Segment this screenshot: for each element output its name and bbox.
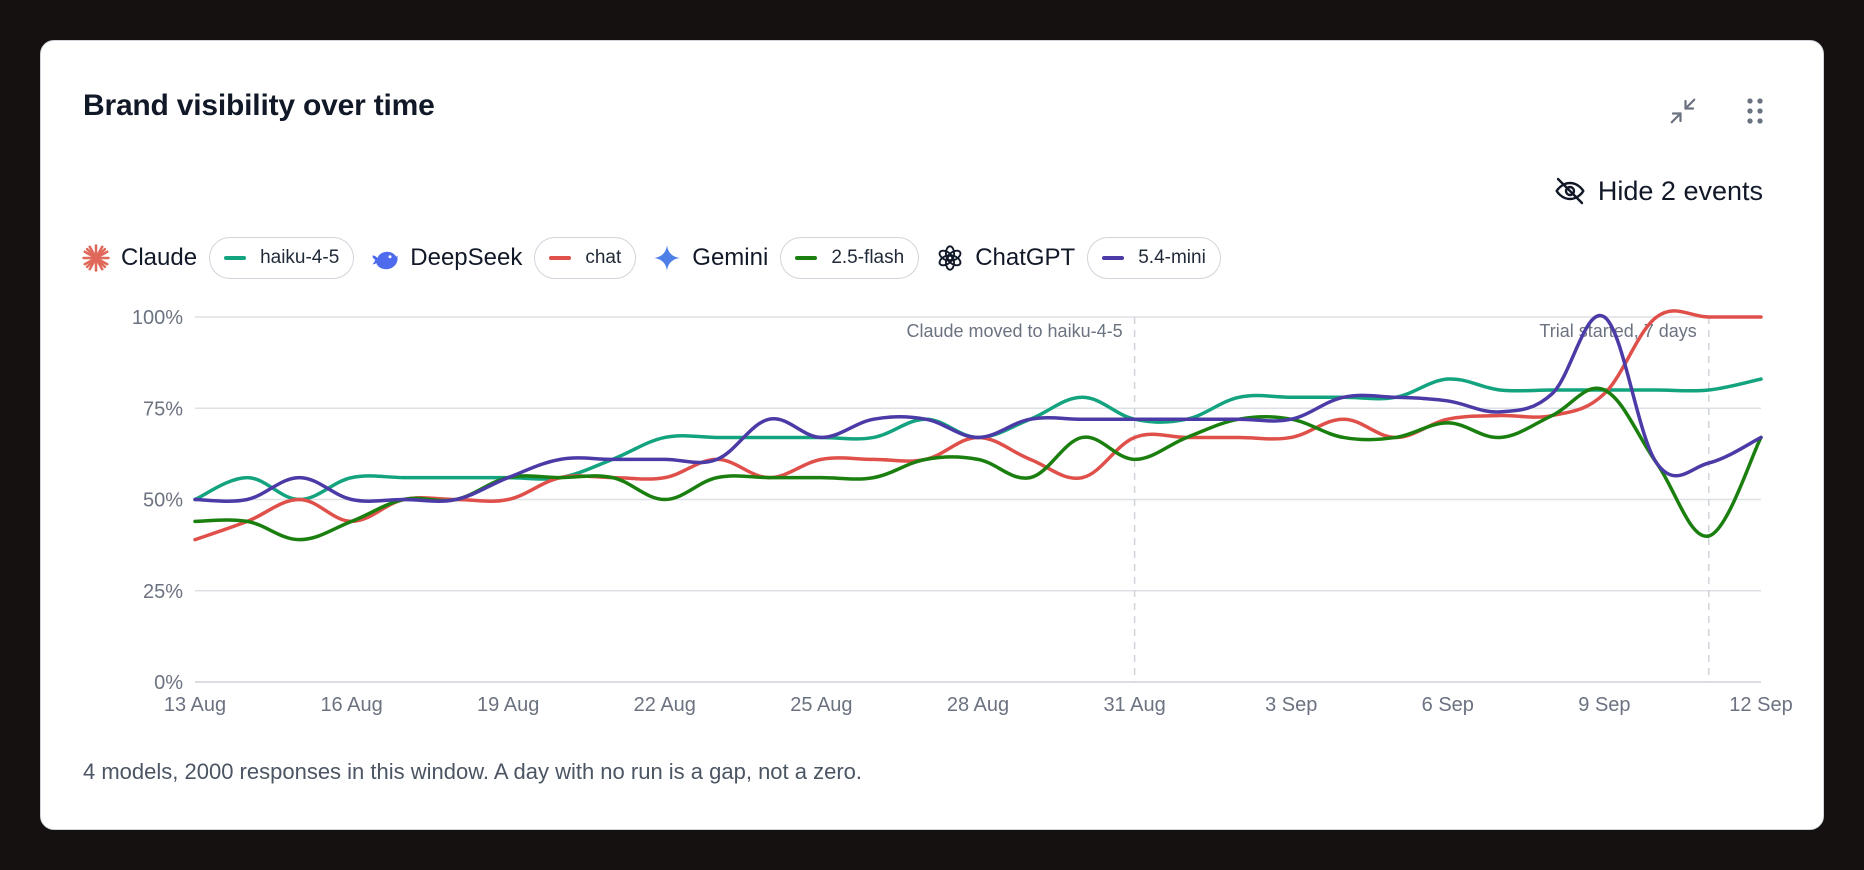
legend-model-pill-chat[interactable]: chat: [534, 237, 637, 279]
x-tick-label: 19 Aug: [477, 694, 539, 716]
legend-brand-name: Claude: [121, 244, 198, 271]
x-tick-label: 12 Sep: [1729, 694, 1792, 716]
series-swatch: [549, 256, 572, 260]
drag-dots-icon: [1747, 98, 1763, 124]
legend-model-pill-haiku[interactable]: haiku-4-5: [209, 237, 355, 279]
legend-model-pill-flash[interactable]: 2.5-flash: [780, 237, 920, 279]
x-tick-label: 9 Sep: [1578, 694, 1630, 716]
x-tick-label: 22 Aug: [634, 694, 696, 716]
chart-footnote: 4 models, 2000 responses in this window.…: [83, 759, 863, 784]
drag-handle-button[interactable]: [1733, 89, 1777, 133]
y-tick-label: 25%: [143, 581, 183, 603]
x-tick-label: 3 Sep: [1265, 694, 1317, 716]
eye-off-icon: [1555, 177, 1585, 205]
hide-events-button[interactable]: Hide 2 events: [1554, 175, 1763, 207]
gemini-sparkle-icon: [652, 243, 682, 273]
legend-group-deepseek: DeepSeek chat: [370, 237, 637, 279]
x-tick-label: 16 Aug: [320, 694, 382, 716]
legend-model-label: chat: [585, 247, 622, 268]
legend-brand-name: Gemini: [692, 244, 769, 271]
legend-model-label: haiku-4-5: [260, 247, 340, 268]
claude-sunburst-icon: [81, 243, 111, 273]
event-label: Claude moved to haiku-4-5: [906, 321, 1122, 341]
chart-legend: Claude haiku-4-5 DeepSeek chat: [81, 236, 1237, 280]
y-tick-label: 50%: [143, 490, 183, 512]
brand-visibility-card: Brand visibility over time Hide 2 events: [40, 40, 1824, 830]
series-swatch: [795, 256, 818, 260]
legend-brand-name: ChatGPT: [975, 244, 1076, 271]
x-tick-label: 6 Sep: [1422, 694, 1474, 716]
x-tick-label: 28 Aug: [947, 694, 1009, 716]
hide-events-label: Hide 2 events: [1597, 175, 1763, 206]
y-tick-label: 100%: [132, 307, 183, 329]
legend-model-label: 2.5-flash: [831, 247, 905, 268]
series-swatch: [224, 256, 247, 260]
y-tick-label: 75%: [143, 398, 183, 420]
series-line-5.4-mini: [193, 313, 1763, 503]
series-swatch: [1102, 256, 1125, 260]
event-label: Trial started, 7 days: [1539, 321, 1696, 341]
collapse-button[interactable]: [1661, 89, 1705, 133]
series-line-2.5-flash: [193, 386, 1763, 542]
minimize-arrows-icon: [1670, 98, 1696, 124]
series-line-haiku-4-5: [193, 377, 1763, 502]
legend-brand-name: DeepSeek: [410, 244, 523, 271]
openai-knot-icon: [935, 243, 965, 273]
y-tick-label: 0%: [154, 672, 183, 694]
x-tick-label: 13 Aug: [164, 694, 226, 716]
legend-model-pill-mini[interactable]: 5.4-mini: [1087, 237, 1221, 279]
legend-group-claude: Claude haiku-4-5: [81, 237, 355, 279]
x-tick-label: 25 Aug: [790, 694, 852, 716]
deepseek-whale-icon: [370, 243, 400, 273]
line-chart: 0% 25% 50% 75% 100% 13 Aug 16 Aug 19 Aug 22 Aug 2…: [132, 307, 1793, 716]
legend-model-label: 5.4-mini: [1138, 247, 1206, 268]
card-title: Brand visibility over time: [83, 89, 435, 122]
x-tick-label: 31 Aug: [1103, 694, 1165, 716]
legend-group-gemini: Gemini 2.5-flash: [652, 237, 920, 279]
legend-group-chatgpt: ChatGPT 5.4-mini: [935, 237, 1221, 279]
series-line-chat: [193, 309, 1763, 542]
